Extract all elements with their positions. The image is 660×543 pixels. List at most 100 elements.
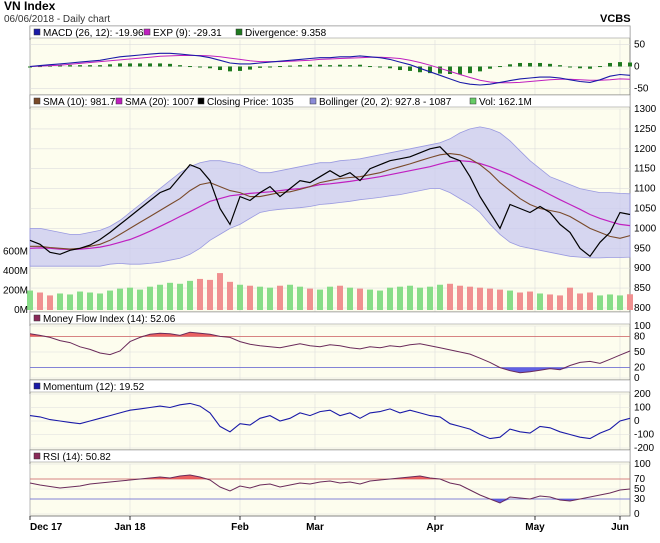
- x-tick-label: Jun: [611, 522, 629, 533]
- volume-tick-label: 600M: [3, 247, 28, 258]
- volume-bar: [167, 282, 173, 310]
- volume-bar: [187, 280, 193, 310]
- macd-legend-swatch: [143, 28, 151, 36]
- chart-title: VN Index: [4, 0, 56, 13]
- rsi-legend-swatch: [33, 452, 41, 460]
- volume-bar: [547, 294, 553, 310]
- volume-bar: [157, 284, 163, 310]
- macd-divergence-bar: [398, 66, 402, 71]
- volume-bar: [527, 291, 533, 310]
- volume-bar: [427, 286, 433, 310]
- volume-bar: [457, 285, 463, 310]
- volume-bar: [307, 288, 313, 310]
- macd-line: [29, 52, 631, 86]
- volume-bar: [387, 287, 393, 310]
- momentum-legend-bar: [29, 379, 631, 393]
- macd-divergence-bar: [208, 66, 212, 69]
- momentum-legend-label: Momentum (12): 19.52: [43, 382, 145, 393]
- price-legend-bar: [29, 94, 631, 108]
- macd-divergence-bar: [238, 66, 242, 71]
- macd-divergence-bar: [278, 66, 282, 68]
- volume-bar: [287, 284, 293, 310]
- macd-divergence-bar: [388, 66, 392, 69]
- macd-divergence-bar: [608, 62, 612, 67]
- macd-divergence-bar: [218, 66, 222, 71]
- price-tick-label: 1100: [634, 184, 656, 195]
- sma20-line: [29, 160, 631, 251]
- macd-divergence-bar: [578, 66, 582, 69]
- volume-bar: [377, 290, 383, 310]
- price-legend-label: SMA (20): 1007: [125, 97, 195, 108]
- mfi-tick-label: 20: [634, 363, 646, 374]
- momentum-tick-label: -100: [634, 430, 654, 441]
- macd-divergence-bar: [588, 66, 592, 69]
- volume-bar: [147, 286, 153, 310]
- rsi-tick-label: 50: [634, 484, 646, 495]
- volume-bar: [117, 288, 123, 310]
- macd-divergence-bar: [108, 64, 112, 67]
- mfi-tick-label: 50: [634, 347, 646, 358]
- volume-bar: [537, 293, 543, 310]
- macd-divergence-bar: [248, 66, 252, 70]
- volume-bar: [467, 286, 473, 310]
- macd-divergence-bar: [58, 65, 62, 67]
- volume-bar: [267, 287, 273, 310]
- volume-bar: [227, 281, 233, 310]
- momentum-tick-label: 100: [634, 403, 651, 414]
- price-legend-label: SMA (10): 981.7: [43, 97, 116, 108]
- momentum-line: [29, 402, 631, 440]
- rsi-line: [29, 474, 631, 504]
- volume-bar: [447, 283, 453, 310]
- volume-bar: [237, 284, 243, 310]
- price-tick-label: 1200: [634, 144, 657, 155]
- macd-divergence-bar: [548, 63, 552, 67]
- macd-divergence-bar: [428, 66, 432, 74]
- macd-divergence-bar: [148, 63, 152, 67]
- macd-tick-label: -50: [634, 84, 649, 95]
- macd-tick-label: 50: [634, 39, 646, 50]
- volume-bar: [597, 295, 603, 310]
- macd-divergence-bar: [28, 66, 32, 68]
- macd-legend-swatch: [235, 28, 243, 36]
- macd-divergence-bar: [348, 65, 352, 67]
- volume-bar: [337, 285, 343, 310]
- macd-divergence-bar: [198, 66, 202, 68]
- macd-divergence-bar: [508, 64, 512, 67]
- macd-divergence-bar: [568, 66, 572, 68]
- macd-divergence-bar: [518, 62, 522, 67]
- macd-divergence-bar: [188, 66, 192, 68]
- macd-divergence-bar: [378, 66, 382, 68]
- volume-bar: [177, 283, 183, 310]
- volume-bar: [137, 289, 143, 310]
- macd-divergence-bar: [168, 63, 172, 67]
- mfi-legend-swatch: [33, 314, 41, 322]
- macd-divergence-bar: [338, 64, 342, 67]
- volume-bar: [397, 286, 403, 310]
- macd-divergence-bar: [308, 64, 312, 67]
- price-panel: SMA (10): 981.7 SMA (20): 1007 Closing Pri…: [3, 94, 657, 316]
- macd-panel: MACD (26, 12): -19.96 EXP (9): -29.31 Dive…: [28, 25, 649, 96]
- macd-legend-swatch: [33, 28, 41, 36]
- mfi-legend-label: Money Flow Index (14): 52.06: [43, 314, 176, 325]
- macd-divergence-bar: [98, 65, 102, 67]
- rsi-oversold-fill: [30, 499, 630, 503]
- volume-bar: [247, 285, 253, 310]
- rsi-legend-bar: [29, 449, 631, 463]
- macd-divergence-bar: [298, 65, 302, 67]
- volume-bar: [407, 285, 413, 310]
- macd-divergence-bar: [318, 64, 322, 67]
- macd-divergence-bar: [448, 66, 452, 75]
- macd-divergence-bar: [68, 65, 72, 67]
- volume-bar: [87, 292, 93, 310]
- volume-bar: [417, 287, 423, 310]
- macd-divergence-bar: [598, 66, 602, 68]
- macd-divergence-bar: [488, 66, 492, 69]
- macd-divergence-bar: [368, 66, 372, 68]
- momentum-tick-label: 200: [634, 389, 651, 400]
- volume-bar: [327, 286, 333, 310]
- macd-divergence-bar: [258, 66, 262, 68]
- chart-subtitle: 06/06/2018 - Daily chart: [4, 14, 110, 25]
